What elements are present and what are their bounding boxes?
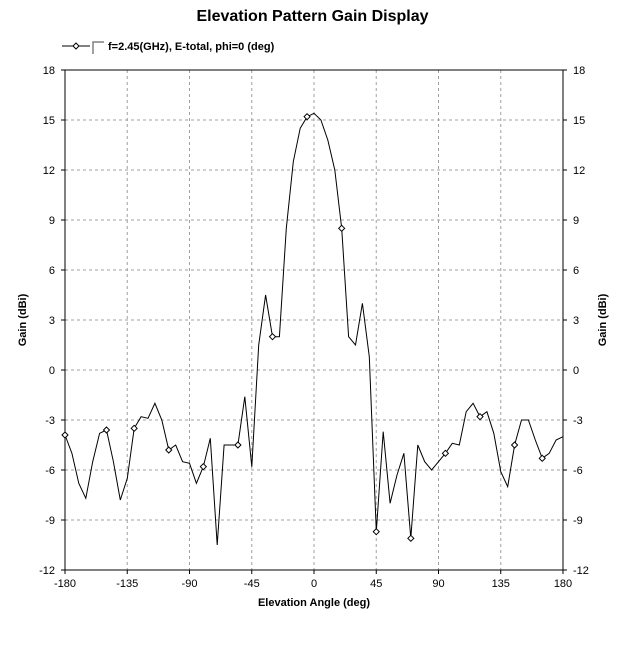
y-tick-label-right: 9 — [573, 215, 579, 227]
series-point-marker — [234, 441, 242, 449]
y-tick-label-left: 12 — [43, 165, 55, 177]
y-tick-label-right: 3 — [573, 315, 579, 327]
y-tick-label-right: -3 — [573, 415, 583, 427]
series-point-marker — [130, 424, 138, 433]
series-point-marker — [165, 446, 173, 454]
x-tick-label: -45 — [244, 578, 260, 590]
series-point-marker — [337, 224, 346, 233]
x-tick-label: -135 — [116, 578, 138, 590]
y-tick-label-left: -6 — [45, 465, 55, 477]
series-point-marker — [441, 449, 450, 458]
series-point-marker — [61, 431, 69, 439]
y-axis-right-label: Gain (dBi) — [597, 293, 609, 346]
series-point-marker — [510, 441, 519, 449]
series-point-marker — [407, 534, 415, 543]
y-tick-label-left: -3 — [45, 415, 55, 427]
y-tick-label-right: 0 — [573, 365, 579, 377]
y-tick-label-right: 6 — [573, 265, 579, 277]
y-tick-label-right: 12 — [573, 165, 585, 177]
y-tick-label-left: 6 — [49, 265, 55, 277]
x-tick-label: 90 — [432, 578, 444, 590]
legend-label: f=2.45(GHz), E-total, phi=0 (deg) — [108, 41, 275, 53]
series-point-marker — [372, 527, 380, 536]
y-axis-left-label: Gain (dBi) — [17, 293, 29, 346]
series-point-marker — [476, 412, 484, 421]
x-axis-ticks: -180 -135 -90 -45 0 45 90 135 180 — [54, 570, 572, 590]
y-tick-label-right: 18 — [573, 65, 585, 77]
y-tick-label-left: 9 — [49, 215, 55, 227]
y-tick-label-left: -9 — [45, 515, 55, 527]
y-tick-label-left: 15 — [43, 115, 55, 127]
series-point-marker — [268, 332, 277, 341]
x-tick-label: -180 — [54, 578, 76, 590]
series-point-marker — [199, 462, 208, 471]
series-point-marker — [102, 426, 111, 434]
x-tick-label: 0 — [311, 578, 317, 590]
series-point-marker — [538, 454, 546, 463]
y-tick-label-left: 3 — [49, 315, 55, 327]
x-tick-label: 180 — [554, 578, 572, 590]
grid-lines — [65, 70, 563, 570]
x-axis-label: Elevation Angle (deg) — [258, 597, 370, 609]
y-tick-label-right: -12 — [573, 565, 589, 577]
y-tick-label-right: -6 — [573, 465, 583, 477]
y-tick-label-left: -12 — [39, 565, 55, 577]
legend-line-sample — [62, 41, 104, 54]
y-tick-label-right: 15 — [573, 115, 585, 127]
series-point-marker — [303, 112, 311, 121]
y-tick-label-left: 0 — [49, 365, 55, 377]
y-axis-left-ticks: 18 15 12 9 6 3 0 -3 -6 -9 -12 — [39, 65, 65, 577]
y-tick-label-right: -9 — [573, 515, 583, 527]
chart-title: Elevation Pattern Gain Display — [196, 8, 429, 25]
x-tick-label: 45 — [370, 578, 382, 590]
x-tick-label: 135 — [492, 578, 510, 590]
y-axis-right-ticks: 18 15 12 9 6 3 0 -3 -6 -9 -12 — [563, 65, 589, 577]
legend: f=2.45(GHz), E-total, phi=0 (deg) — [60, 39, 274, 55]
y-tick-label-left: 18 — [43, 65, 55, 77]
x-tick-label: -90 — [182, 578, 198, 590]
series-layer — [61, 112, 564, 546]
